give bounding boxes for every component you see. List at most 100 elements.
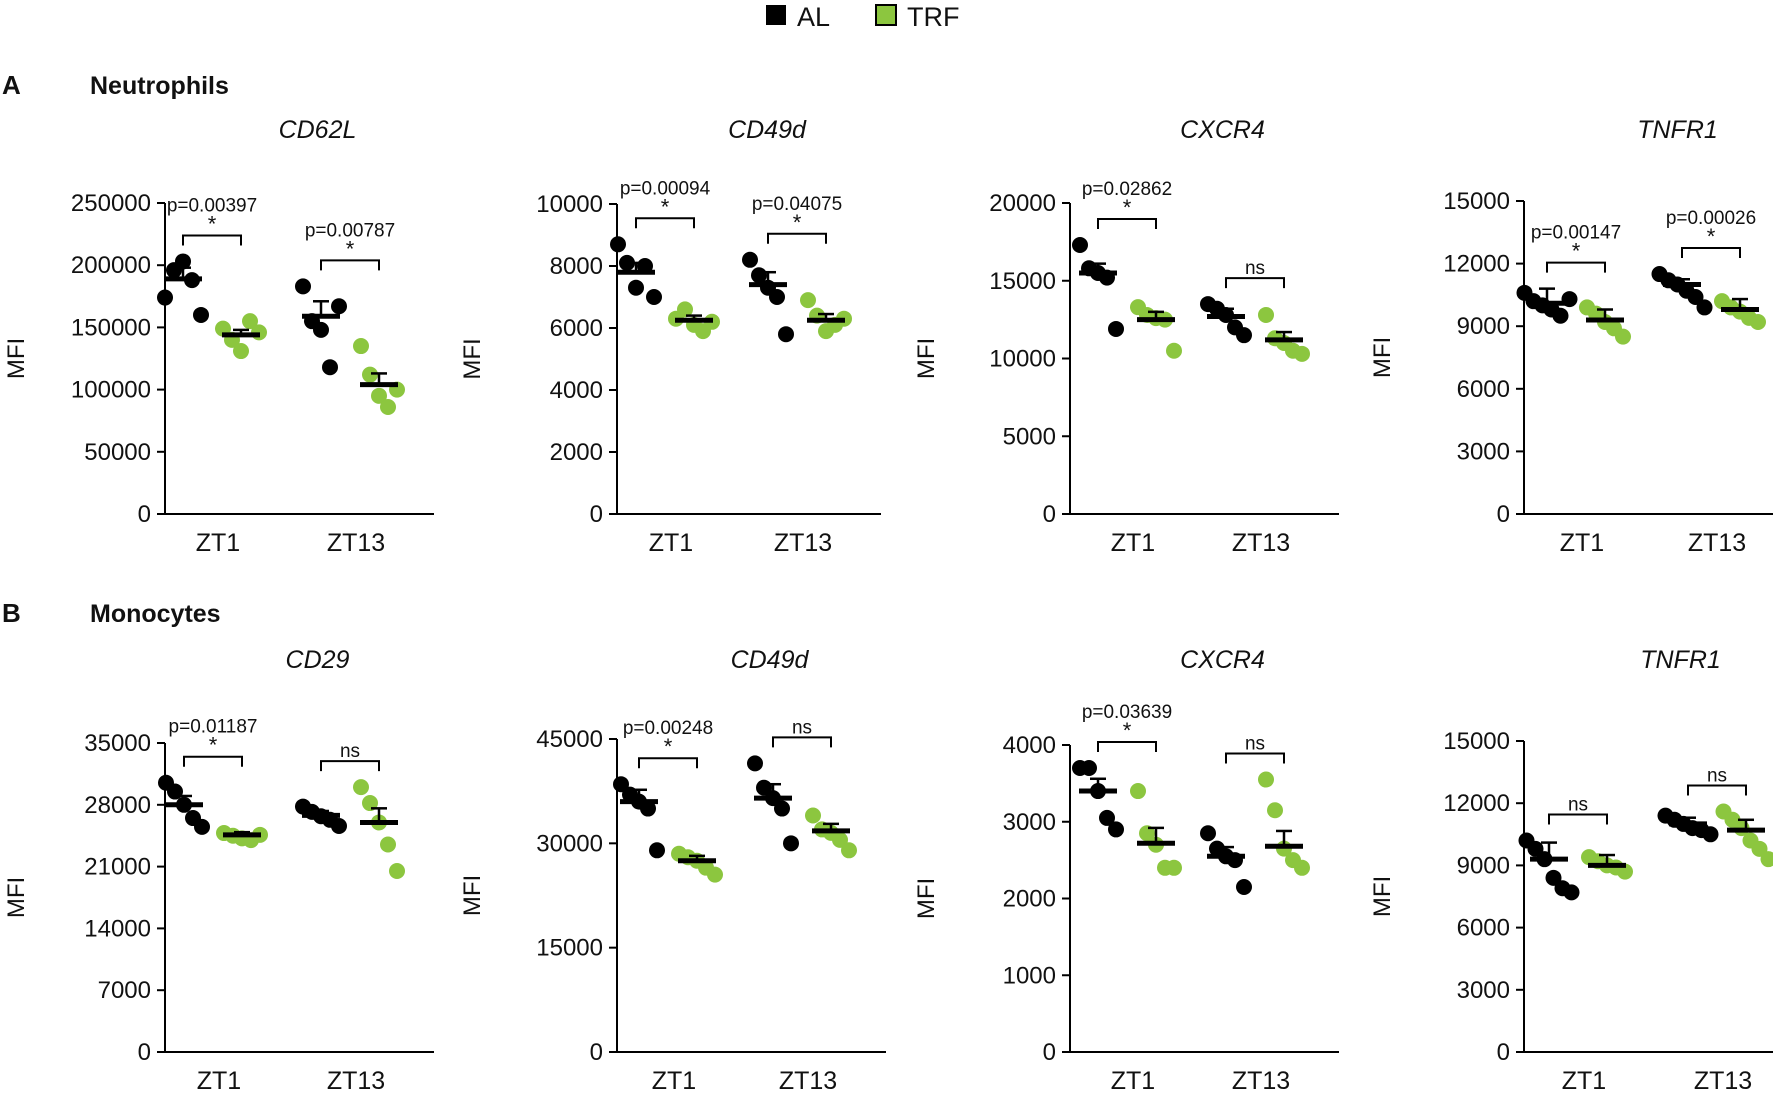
chart-title: TNFR1 (1637, 116, 1718, 144)
y-tick-label: 50000 (84, 439, 151, 466)
data-point-trf (362, 795, 378, 812)
chart-5: CD29 MFI 0 7000 14000 21000 28000 35000 ZT1 ZT13 *… (3, 646, 434, 1095)
data-point-al (1108, 320, 1124, 337)
chart-title: CD49d (731, 646, 810, 674)
ns-label: ns (340, 741, 360, 762)
significance-bracket (183, 755, 243, 767)
significance-bracket (1548, 813, 1608, 825)
data-point-trf (1130, 783, 1146, 800)
data-point-trf (1258, 771, 1274, 788)
y-tick-label: 4000 (1003, 732, 1056, 759)
p-value-label: p=0.04075 (752, 194, 842, 215)
significance-bracket (1546, 261, 1606, 273)
data-point-al (769, 289, 785, 305)
y-tick-label: 6000 (1457, 915, 1510, 942)
x-tick-label: ZT1 (1560, 529, 1604, 557)
data-point-al (1696, 299, 1713, 316)
y-axis-title: MFI (1369, 876, 1396, 917)
y-tick-label: 35000 (84, 730, 151, 757)
chart-3: CXCR4 MFI 0 5000 10000 15000 20000 ZT1 ZT13 *p=0.… (913, 116, 1339, 557)
data-point-al (1200, 825, 1216, 842)
y-tick-label: 10000 (536, 191, 603, 218)
y-tick-label: 4000 (550, 377, 603, 404)
p-value-label: p=0.01187 (169, 717, 258, 738)
significance-star: * (1572, 239, 1581, 264)
data-point-al (774, 800, 790, 817)
x-tick-label: ZT1 (649, 529, 693, 557)
x-tick-label: ZT1 (197, 1067, 241, 1095)
section-a-title: Neutrophils (90, 72, 229, 100)
data-point-trf (1294, 859, 1310, 876)
y-tick-label: 15000 (536, 935, 603, 962)
y-tick-label: 7000 (98, 977, 151, 1004)
y-tick-label: 150000 (71, 314, 151, 341)
y-tick-label: 0 (1497, 1039, 1510, 1066)
significance-star: * (1123, 718, 1132, 743)
significance-bracket (1687, 784, 1747, 796)
y-tick-label: 6000 (550, 315, 603, 342)
y-tick-label: 9000 (1457, 313, 1510, 340)
data-point-al (613, 776, 629, 793)
chart-title: CXCR4 (1180, 116, 1265, 144)
y-axis-title: MFI (3, 338, 30, 379)
data-point-al (1072, 236, 1088, 253)
p-value-label: p=0.02862 (1082, 179, 1172, 200)
significance-bracket (1097, 741, 1157, 753)
significance-bracket (1681, 247, 1741, 259)
significance-bracket (635, 217, 695, 229)
y-tick-label: 2000 (1003, 886, 1056, 913)
data-point-trf (1166, 859, 1182, 876)
significance-bracket (1097, 217, 1157, 229)
y-tick-label: 12000 (1443, 251, 1510, 278)
data-point-trf (1166, 342, 1182, 359)
x-tick-label: ZT13 (1694, 1067, 1752, 1095)
data-point-al (778, 326, 794, 343)
data-point-al (649, 842, 665, 859)
y-axis-title: MFI (1369, 337, 1396, 378)
data-point-al (194, 818, 210, 835)
data-point-trf (1294, 345, 1310, 362)
chart-7: CXCR4 MFI 0 1000 2000 3000 4000 ZT1 ZT13 *p=0.036… (913, 646, 1339, 1095)
chart-8: TNFR1 MFI 0 3000 6000 9000 12000 15000 ZT1 ZT13 ns… (1369, 646, 1773, 1095)
y-tick-label: 45000 (536, 726, 603, 753)
data-point-trf (371, 387, 387, 404)
data-point-al (640, 800, 656, 817)
significance-star: * (346, 236, 355, 261)
p-value-label: p=0.00147 (1531, 223, 1621, 244)
chart-title: CD62L (279, 116, 357, 144)
data-point-al (175, 253, 191, 270)
chart-1: CD62L MFI 0 50000 100000 150000 200000 250000 ZT… (3, 116, 434, 557)
data-point-trf (707, 866, 723, 883)
ns-label: ns (1245, 734, 1265, 755)
data-point-trf (233, 343, 249, 360)
significance-star: * (208, 211, 217, 236)
data-point-trf (353, 338, 369, 355)
significance-bracket (772, 736, 832, 748)
data-point-al (193, 306, 209, 323)
data-point-al (783, 835, 799, 852)
ns-label: ns (1568, 795, 1588, 816)
significance-bracket (320, 259, 380, 271)
data-point-trf (1750, 314, 1766, 331)
x-tick-label: ZT13 (327, 529, 385, 557)
significance-star: * (661, 194, 670, 219)
data-point-trf (1751, 840, 1768, 857)
p-value-label: p=0.00248 (623, 718, 713, 739)
data-point-al (1236, 327, 1252, 344)
x-tick-label: ZT13 (1232, 1067, 1290, 1095)
significance-bracket (1225, 752, 1285, 764)
data-point-al (1552, 307, 1569, 324)
data-point-trf (1615, 328, 1631, 345)
y-axis-title: MFI (913, 338, 940, 379)
section-a-letter: A (2, 70, 21, 100)
y-tick-label: 15000 (1443, 728, 1510, 755)
data-point-al (610, 236, 626, 253)
data-point-al (157, 289, 173, 306)
significance-star: * (209, 733, 218, 758)
y-tick-label: 8000 (550, 253, 603, 280)
data-point-al (619, 254, 635, 271)
data-point-al (1563, 884, 1580, 901)
y-tick-label: 0 (590, 501, 603, 528)
data-point-al (322, 359, 338, 376)
data-point-trf (389, 863, 405, 880)
